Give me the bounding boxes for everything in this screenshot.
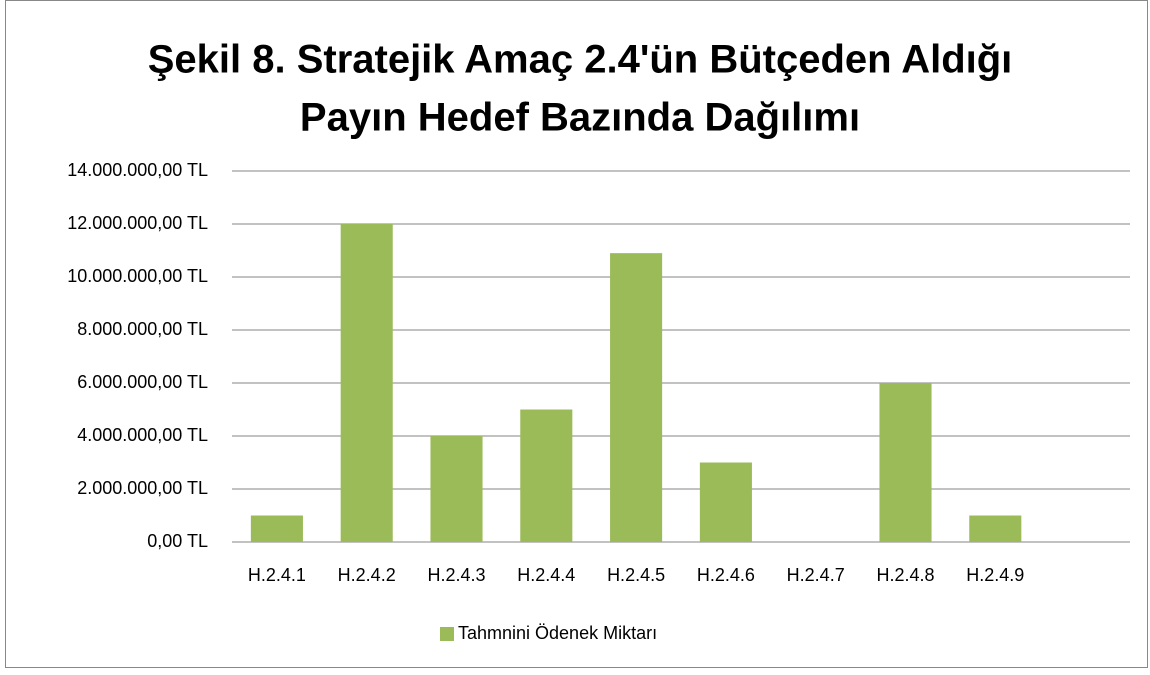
y-tick-label: 12.000.000,00 TL xyxy=(67,213,208,233)
chart-title: Şekil 8. Stratejik Amaç 2.4'ün Bütçeden … xyxy=(148,38,1013,82)
bar xyxy=(879,383,932,542)
x-tick-label: H.2.4.9 xyxy=(966,565,1024,585)
x-tick-label: H.2.4.5 xyxy=(607,565,665,585)
y-tick-label: 4.000.000,00 TL xyxy=(77,425,208,445)
legend-swatch xyxy=(440,627,454,641)
chart-border xyxy=(5,0,1148,668)
x-tick-label: H.2.4.3 xyxy=(427,565,485,585)
x-tick-label: H.2.4.4 xyxy=(517,565,575,585)
bar xyxy=(610,253,663,542)
bar xyxy=(250,515,303,542)
x-tick-label: H.2.4.1 xyxy=(248,565,306,585)
y-tick-label: 14.000.000,00 TL xyxy=(67,160,208,180)
x-tick-label: H.2.4.7 xyxy=(787,565,845,585)
y-tick-label: 10.000.000,00 TL xyxy=(67,266,208,286)
bar xyxy=(699,462,752,542)
bar xyxy=(340,224,393,542)
bar xyxy=(969,515,1022,542)
x-tick-label: H.2.4.6 xyxy=(697,565,755,585)
y-tick-label: 2.000.000,00 TL xyxy=(77,478,208,498)
legend-label: Tahmnini Ödenek Miktarı xyxy=(458,623,657,643)
y-tick-label: 0,00 TL xyxy=(147,531,208,551)
chart-title: Payın Hedef Bazında Dağılımı xyxy=(300,96,860,140)
bar xyxy=(520,409,573,542)
x-tick-label: H.2.4.2 xyxy=(338,565,396,585)
y-tick-label: 8.000.000,00 TL xyxy=(77,319,208,339)
y-tick-label: 6.000.000,00 TL xyxy=(77,372,208,392)
x-tick-label: H.2.4.8 xyxy=(876,565,934,585)
bar xyxy=(430,436,483,542)
